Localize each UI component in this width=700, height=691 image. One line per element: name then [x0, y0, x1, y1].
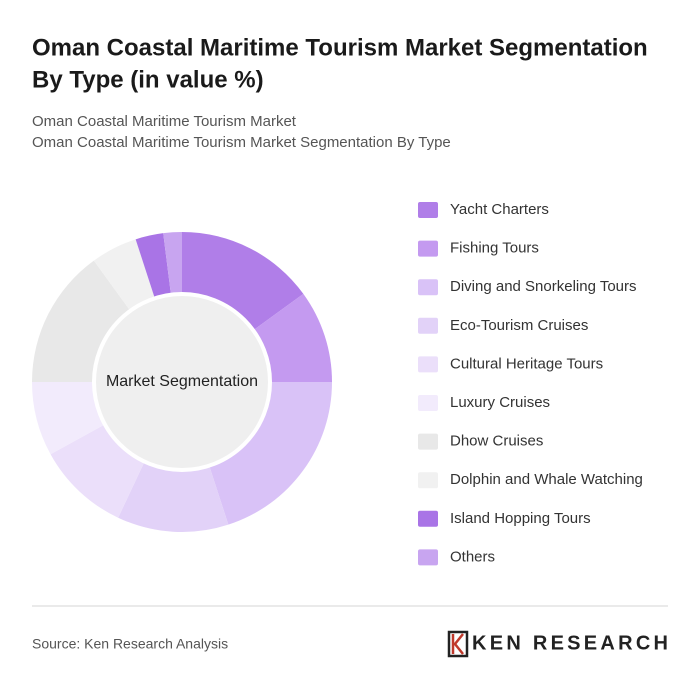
source: Source: Ken Research Analysis: [32, 636, 228, 652]
legend: Yacht Charters Fishing Tours Diving and Sn…: [418, 201, 643, 566]
legend-swatch: [418, 317, 438, 334]
legend-swatch: [418, 510, 438, 527]
legend-swatch: [418, 202, 438, 218]
legend-swatch: [418, 240, 438, 257]
legend-label: Eco-Tourism Cruises: [450, 317, 588, 334]
legend-label: Luxury Cruises: [450, 394, 550, 411]
logo: KEN RESEARCH: [447, 630, 668, 658]
logo-icon: [451, 633, 464, 655]
donut: Market Segmentation: [32, 232, 332, 532]
legend-swatch: [418, 549, 438, 566]
subtitle: Oman Coastal Maritime Tourism Market Seg…: [32, 134, 451, 151]
legend-swatch: [418, 395, 438, 411]
legend-swatch: [418, 433, 438, 450]
legend-label: Yacht Charters: [450, 201, 549, 218]
donut-hole: [92, 292, 272, 472]
logo-text: KEN RESEARCH: [472, 632, 668, 654]
chart-title: Oman Coastal Maritime Tourism Market Seg…: [32, 34, 648, 61]
logo-icon: [447, 630, 469, 658]
legend-swatch: [418, 472, 438, 489]
legend-label: Diving and Snorkeling Tours: [450, 278, 637, 295]
legend-label: Others: [450, 548, 495, 565]
legend-swatch: [418, 356, 438, 373]
chart-title: By Type (in value %): [32, 66, 264, 93]
legend-label: Island Hopping Tours: [450, 510, 591, 527]
subtitle: Oman Coastal Maritime Tourism Market: [32, 113, 297, 130]
center-label: Market Segmentation: [106, 373, 258, 390]
legend-label: Dhow Cruises: [450, 433, 543, 450]
legend-label: Dolphin and Whale Watching: [450, 471, 643, 488]
legend-label: Fishing Tours: [450, 240, 539, 257]
legend-swatch: [418, 279, 438, 296]
legend-label: Cultural Heritage Tours: [450, 355, 603, 372]
